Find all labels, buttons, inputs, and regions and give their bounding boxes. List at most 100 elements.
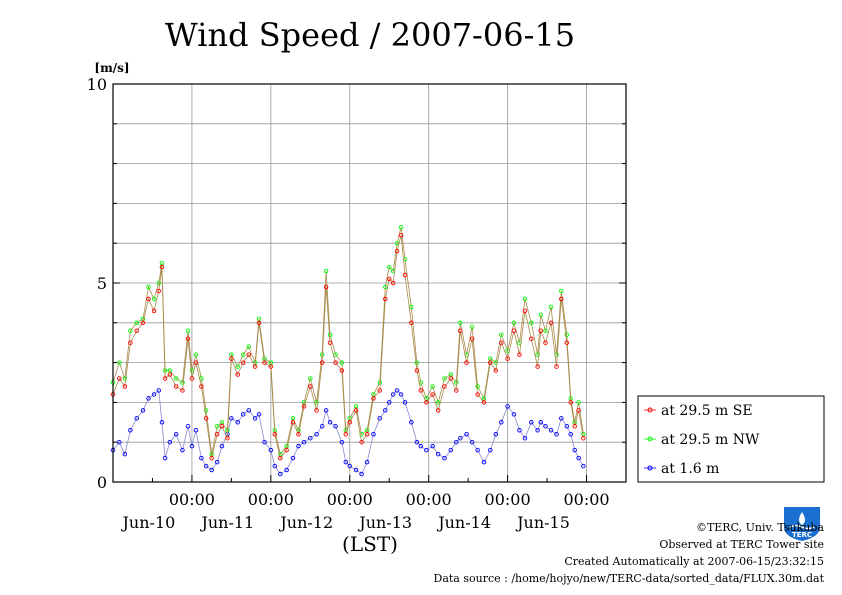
data-point (185, 328, 191, 334)
data-point (180, 380, 185, 385)
y-tick-label: 5 (97, 274, 107, 293)
data-point (193, 360, 199, 365)
data-point (511, 412, 517, 417)
x-tick-time-label: 00:00 (248, 490, 294, 509)
y-tick-labels: 0 5 10 (87, 75, 626, 492)
data-point (167, 439, 173, 445)
grid (113, 84, 626, 482)
data-point (122, 451, 128, 457)
data-point (319, 360, 325, 365)
data-point (134, 328, 139, 334)
data-point (343, 459, 349, 465)
data-point (386, 264, 392, 270)
data-point (402, 400, 408, 405)
data-point (173, 431, 179, 437)
data-point (576, 455, 581, 461)
data-point (409, 420, 414, 425)
data-point (493, 431, 499, 437)
data-point (323, 268, 329, 274)
data-point (134, 320, 139, 326)
data-point (572, 424, 577, 429)
data-point (424, 400, 429, 405)
data-point (323, 284, 329, 290)
data-point (475, 447, 480, 453)
data-point (371, 431, 376, 437)
credit-observed: Observed at TERC Tower site (659, 538, 824, 551)
series-line (112, 227, 584, 455)
terc-logo: TERC (784, 507, 820, 541)
data-point (538, 328, 544, 334)
data-point (272, 463, 278, 469)
logo-wave-icon (789, 524, 815, 530)
data-point (554, 364, 559, 369)
x-axis-label: (LST) (342, 532, 398, 556)
data-point (505, 404, 510, 409)
data-point (180, 388, 185, 393)
data-point (359, 471, 364, 477)
data-point (189, 376, 195, 381)
data-point (548, 320, 554, 326)
data-point (564, 332, 570, 337)
series-group (110, 232, 586, 461)
data-point (576, 400, 581, 405)
data-point (151, 308, 157, 314)
data-point (535, 428, 540, 433)
data-point (162, 455, 168, 461)
data-point (529, 336, 534, 341)
data-point (203, 408, 209, 413)
data-point (458, 320, 463, 326)
chart-title: Wind Speed / 2007-06-15 (165, 16, 575, 54)
data-point (159, 420, 165, 425)
data-point (122, 384, 128, 389)
data-point (548, 428, 554, 433)
data-point (464, 360, 469, 365)
data-point (225, 435, 230, 441)
legend-entries: at 29.5 m SE at 29.5 m NW at 1.6 m (644, 403, 760, 477)
y-tick-label: 10 (87, 75, 107, 94)
data-point (454, 439, 459, 445)
data-point (240, 360, 246, 365)
data-point (284, 447, 289, 453)
legend-label: at 1.6 m (661, 461, 719, 477)
data-point (481, 400, 487, 405)
data-point (398, 232, 404, 238)
data-point (430, 443, 435, 449)
data-point (377, 388, 383, 393)
data-point (522, 308, 528, 314)
data-point (442, 455, 447, 461)
data-point (543, 328, 548, 334)
data-point (156, 388, 162, 393)
data-point (214, 431, 220, 437)
data-point (430, 384, 435, 389)
data-point (469, 336, 475, 341)
data-point (522, 296, 528, 302)
data-point (193, 352, 199, 357)
legend-label: at 29.5 m NW (661, 432, 760, 448)
x-tick-date-label: Jun-10 (121, 513, 176, 532)
data-point (499, 340, 504, 345)
data-point (394, 248, 400, 254)
x-tick-time-label: 00:00 (563, 490, 609, 509)
data-point (339, 368, 345, 373)
data-point (167, 372, 173, 377)
data-point (262, 439, 267, 445)
data-point (383, 408, 388, 413)
data-point (229, 356, 234, 361)
data-point (469, 439, 475, 445)
x-tick-time-label: 00:00 (169, 490, 215, 509)
data-point (469, 324, 475, 330)
data-point (262, 360, 267, 365)
data-point (151, 296, 157, 302)
data-point (488, 447, 493, 453)
data-point (214, 459, 220, 465)
data-point (240, 412, 246, 417)
data-point (559, 416, 564, 421)
data-point (414, 439, 420, 445)
data-point (390, 392, 396, 397)
data-point (564, 424, 570, 429)
data-point (156, 280, 162, 286)
data-point (572, 447, 577, 453)
data-point (543, 424, 548, 429)
data-point (229, 416, 234, 421)
data-point (319, 424, 325, 429)
